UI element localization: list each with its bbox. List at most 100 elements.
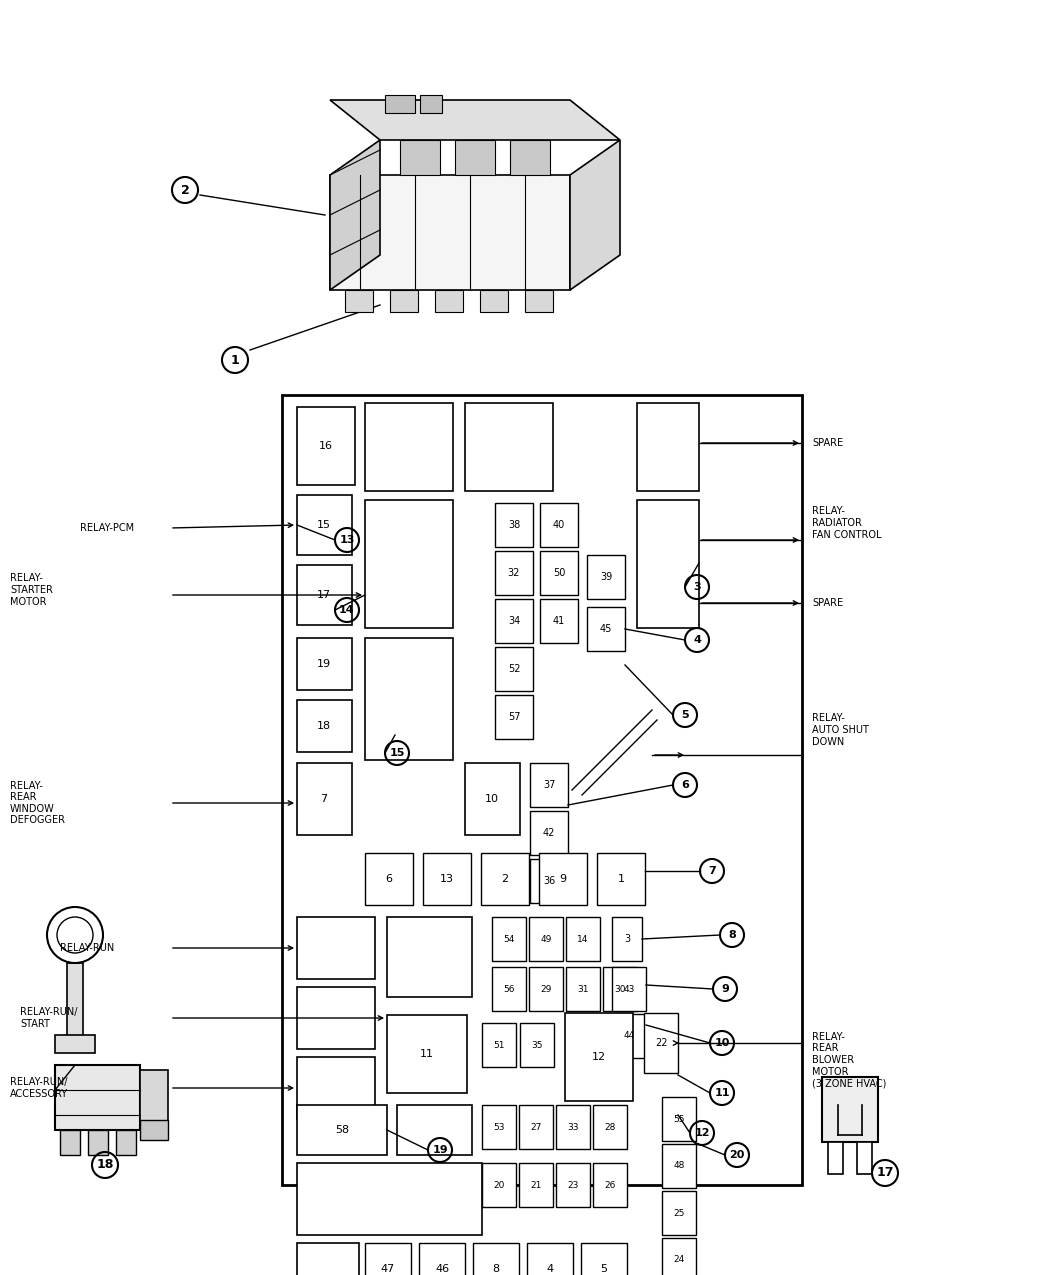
Text: 52: 52 [508,664,520,674]
Text: 32: 32 [508,567,520,578]
Bar [67,963,83,1038]
Bar [297,1057,375,1119]
Text: 53: 53 [494,1122,505,1131]
Bar [140,1119,168,1140]
Text: 20: 20 [730,1150,744,1160]
Text: RELAY-
RADIATOR
FAN CONTROL: RELAY- RADIATOR FAN CONTROL [812,506,882,539]
Bar [637,403,699,491]
Text: 38: 38 [508,520,520,530]
Bar [297,495,352,555]
Text: 18: 18 [317,720,331,731]
Bar [297,987,375,1049]
Polygon shape [330,140,380,289]
Bar [520,1023,554,1067]
Text: 55: 55 [673,1114,685,1123]
Bar [495,695,533,739]
Text: 9: 9 [721,984,729,995]
Text: RELAY-
AUTO SHUT
DOWN: RELAY- AUTO SHUT DOWN [812,714,869,747]
Bar [662,1191,696,1235]
Text: SPARE: SPARE [812,439,843,448]
Bar [603,966,637,1011]
Bar [465,403,553,491]
Text: 49: 49 [541,935,551,943]
Text: 3: 3 [624,935,630,943]
Text: RELAY-RUN/
START: RELAY-RUN/ START [20,1007,78,1029]
Bar [495,551,533,595]
Bar [593,1163,627,1207]
Text: 43: 43 [624,984,634,993]
Bar [662,1238,696,1275]
Text: 18: 18 [97,1159,113,1172]
Text: 50: 50 [552,567,565,578]
Text: 7: 7 [708,866,716,876]
Text: 23: 23 [567,1181,579,1190]
Bar [495,599,533,643]
Bar [644,1014,678,1074]
Text: 6: 6 [385,873,393,884]
Bar [495,646,533,691]
Text: RELAY-PCM: RELAY-PCM [80,523,134,533]
Text: 57: 57 [508,711,520,722]
Bar [419,1243,465,1275]
Text: 19: 19 [317,659,331,669]
Bar [140,1070,168,1125]
Text: RELAY-
REAR
BLOWER
MOTOR
(3 ZONE HVAC): RELAY- REAR BLOWER MOTOR (3 ZONE HVAC) [812,1031,886,1088]
Text: 26: 26 [605,1181,615,1190]
Bar [637,500,699,629]
Text: 22: 22 [655,1038,667,1048]
Bar [530,762,568,807]
Bar [55,1065,140,1130]
Bar [566,966,600,1011]
Bar [88,1130,108,1155]
Text: 2: 2 [181,184,189,196]
Bar [365,1243,411,1275]
Text: 15: 15 [390,748,404,759]
Text: 14: 14 [339,606,355,615]
Bar [465,762,520,835]
Bar [525,289,553,312]
Text: 13: 13 [440,873,454,884]
Text: 41: 41 [553,616,565,626]
Text: 10: 10 [485,794,499,805]
Bar [822,1077,878,1142]
Bar [480,289,508,312]
Text: 9: 9 [560,873,567,884]
Bar [282,395,802,1184]
Text: 20: 20 [494,1181,505,1190]
Bar [482,1105,516,1149]
Text: 5: 5 [601,1264,608,1274]
Text: 46: 46 [435,1264,449,1274]
Text: 33: 33 [567,1122,579,1131]
Bar [345,289,373,312]
Text: 39: 39 [600,572,612,581]
Text: 13: 13 [339,536,355,544]
Bar [519,1105,553,1149]
Bar [116,1130,136,1155]
Bar [597,853,645,905]
Text: RELAY-
REAR
WINDOW
DEFOGGER: RELAY- REAR WINDOW DEFOGGER [10,780,65,825]
Bar [529,917,563,961]
Bar [365,403,453,491]
Bar [297,638,352,690]
Text: 28: 28 [605,1122,615,1131]
Text: 2: 2 [502,873,508,884]
Text: 30: 30 [614,984,626,993]
Text: 8: 8 [492,1264,500,1274]
Bar [365,500,453,629]
Bar [420,96,442,113]
Bar [297,565,352,625]
Text: 5: 5 [681,710,689,720]
Bar [587,607,625,652]
Bar [566,917,600,961]
Bar [492,966,526,1011]
Text: 17: 17 [317,590,331,601]
Bar [297,917,375,979]
Bar [492,917,526,961]
Text: 34: 34 [508,616,520,626]
Text: 3: 3 [693,581,700,592]
Text: 36: 36 [543,876,555,886]
Text: 12: 12 [694,1128,710,1139]
Text: 42: 42 [543,827,555,838]
Text: 25: 25 [673,1209,685,1218]
Text: 10: 10 [714,1038,730,1048]
